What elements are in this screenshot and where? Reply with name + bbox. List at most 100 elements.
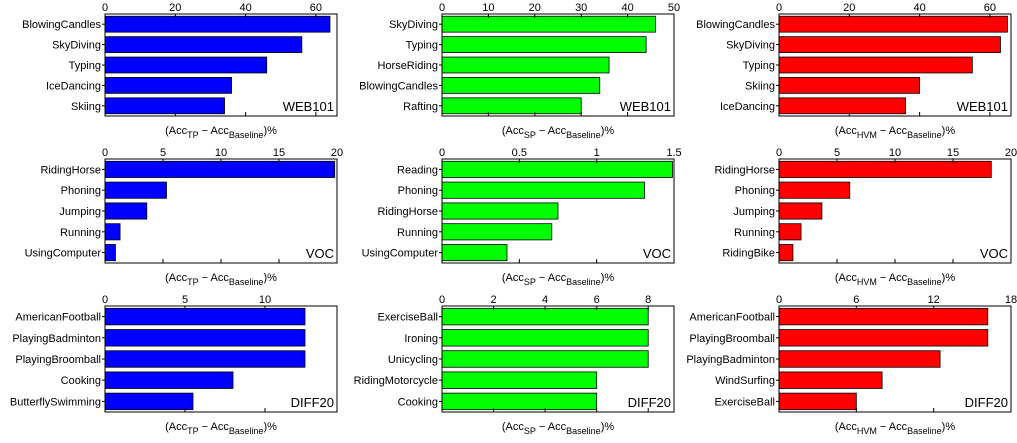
bar: [778, 350, 941, 368]
bar: [778, 223, 802, 241]
category-label: AmericanFootball: [15, 312, 101, 324]
x-axis-label: (AccTP − AccBaseline)%: [165, 125, 277, 140]
axis-label-text: )%: [263, 125, 277, 137]
dataset-label: DIFF20: [965, 395, 1008, 410]
x-tick-label: 18: [1005, 294, 1017, 306]
axis-label-text: (Acc: [165, 421, 188, 433]
chart-panel: SkyDiving Typing HorseRiding BlowingCandles…: [359, 2, 680, 140]
category-label: RidingMotorcycle: [354, 375, 438, 387]
axis-label-text: − Acc: [536, 272, 567, 284]
x-axis-label: (AccTP − AccBaseline)%: [165, 272, 277, 287]
category-label: Phoning: [735, 185, 775, 197]
axis-label-text: − Acc: [877, 421, 908, 433]
bar: [441, 160, 673, 178]
category-label: SkyDiving: [389, 19, 438, 31]
dataset-label: VOC: [306, 246, 334, 261]
axis-label-text: − Acc: [877, 125, 908, 137]
category-label: Typing: [406, 40, 438, 52]
bar: [778, 329, 989, 347]
axis-label-subscript: TP: [187, 277, 199, 287]
bar: [104, 223, 121, 241]
bar: [441, 392, 598, 411]
category-label: RidingHorse: [377, 206, 438, 218]
category-label: Phoning: [398, 185, 438, 197]
axis-label-text: )%: [942, 125, 956, 137]
axis-label-subscript: SP: [524, 130, 536, 140]
bar: [104, 371, 234, 389]
category-label: ExerciseBall: [377, 312, 438, 324]
category-label: PlayingBroomball: [689, 333, 775, 345]
axis-label-text: )%: [601, 272, 615, 284]
axis-label-subscript: Baseline: [907, 130, 942, 140]
category-label: ExerciseBall: [714, 396, 775, 408]
x-tick-label: 6: [853, 294, 859, 306]
category-label: BlowingCandles: [359, 80, 438, 92]
chart-panel: Reading Phoning RidingHorse Running UsingCom…: [362, 147, 682, 287]
axes-frame: [778, 305, 1012, 413]
category-label: RidingHorse: [40, 164, 101, 176]
category-label: Unicycling: [388, 354, 438, 366]
bar: [441, 202, 559, 220]
bar: [441, 371, 598, 389]
bar: [104, 77, 232, 94]
x-tick-label: 0: [439, 2, 445, 14]
axis-label-subscript: HVM: [857, 426, 877, 436]
category-label: AmericanFootball: [689, 312, 775, 324]
bar: [778, 202, 823, 220]
x-tick-label: 20: [529, 2, 541, 14]
chart-panel: AmericanFootball PlayingBroomball PlayingB…: [686, 294, 1017, 436]
bar: [778, 36, 1001, 53]
bar: [441, 350, 649, 368]
bar: [778, 160, 992, 178]
x-tick-label: 10: [215, 147, 227, 159]
x-axis-label: (AccHVM − AccBaseline)%: [835, 272, 955, 287]
x-tick-label: 30: [575, 2, 587, 14]
axis-label-text: )%: [942, 272, 956, 284]
x-axis-label: (AccSP − AccBaseline)%: [502, 272, 614, 287]
bar: [104, 307, 306, 326]
category-label: Running: [734, 227, 775, 239]
x-tick-label: 6: [594, 294, 600, 306]
chart-panel: BlowingCandles SkyDiving Typing Skiing IceDa…: [696, 2, 1012, 140]
category-label: ButterflySwimming: [10, 396, 101, 408]
x-axis-label: (AccHVM − AccBaseline)%: [835, 421, 955, 436]
chart-panel: RidingHorse Phoning Jumping Running RidingBi…: [714, 147, 1017, 287]
x-tick-label: 0: [776, 147, 782, 159]
dataset-label: WEB101: [620, 99, 671, 114]
bar: [104, 350, 306, 368]
bar: [778, 181, 851, 199]
bar: [778, 371, 883, 389]
axes-frame: [441, 305, 675, 413]
axis-label-text: − Acc: [199, 125, 230, 137]
x-tick-label: 0: [776, 2, 782, 14]
axis-label-text: )%: [601, 421, 615, 433]
chart-panel: AmericanFootball PlayingBadminton PlayingB…: [10, 294, 338, 436]
x-tick-label: 5: [834, 147, 840, 159]
axis-label-subscript: Baseline: [229, 277, 264, 287]
axis-label-subscript: HVM: [857, 130, 877, 140]
dataset-label: WEB101: [957, 99, 1008, 114]
x-axis-label: (AccSP − AccBaseline)%: [502, 421, 614, 436]
x-tick-label: 5: [182, 294, 188, 306]
bar: [441, 15, 656, 33]
category-label: Ironing: [404, 333, 438, 345]
x-tick-label: 2: [490, 294, 496, 306]
axis-label-text: (Acc: [502, 421, 525, 433]
x-tick-label: 1.5: [666, 147, 681, 159]
dataset-label: DIFF20: [291, 395, 334, 410]
category-label: PlayingBadminton: [686, 354, 775, 366]
axis-label-subscript: Baseline: [907, 426, 942, 436]
x-tick-label: 40: [239, 2, 251, 14]
x-axis-label: (AccSP − AccBaseline)%: [502, 125, 614, 140]
x-tick-label: 4: [542, 294, 548, 306]
bar: [441, 77, 601, 94]
category-label: Skiing: [745, 80, 775, 92]
bar: [104, 244, 116, 262]
axis-label-text: − Acc: [536, 421, 567, 433]
axis-label-subscript: HVM: [857, 277, 877, 287]
x-tick-label: 0: [439, 294, 445, 306]
category-label: RidingHorse: [714, 164, 775, 176]
bar: [441, 223, 553, 241]
category-label: Typing: [743, 60, 775, 72]
